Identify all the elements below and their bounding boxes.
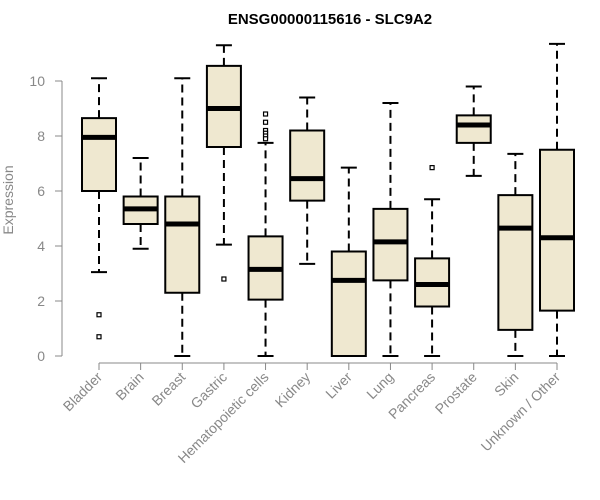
box-iqr xyxy=(455,114,492,144)
y-tick-label: 0 xyxy=(37,348,45,364)
box-series xyxy=(81,42,575,357)
category-label: Breast xyxy=(148,369,188,409)
box-group xyxy=(455,85,492,177)
category-label: Kidney xyxy=(272,369,314,411)
y-axis-label: Expression xyxy=(0,165,16,234)
outlier-point xyxy=(262,136,269,142)
outlier-point xyxy=(262,111,269,117)
y-tick-label: 8 xyxy=(37,128,45,144)
box-iqr xyxy=(539,148,575,312)
outlier-point xyxy=(96,334,102,340)
outlier-point xyxy=(262,119,269,125)
y-tick-label: 10 xyxy=(29,73,45,89)
box-iqr xyxy=(289,129,326,202)
box-group xyxy=(122,157,159,250)
outlier-point xyxy=(221,276,227,282)
outlier-point xyxy=(429,165,435,171)
category-label: Liver xyxy=(322,369,355,402)
box-group xyxy=(539,42,575,357)
box-iqr xyxy=(330,250,367,357)
category-label: Bladder xyxy=(60,369,106,415)
y-axis: 0 2 4 6 8 10 xyxy=(29,73,63,364)
box-group xyxy=(497,152,534,357)
y-tick-label: 6 xyxy=(37,183,45,199)
box-iqr xyxy=(81,117,117,192)
chart-title: ENSG00000115616 - SLC9A2 xyxy=(228,11,432,28)
outlier-point xyxy=(96,312,102,318)
category-label: Skin xyxy=(491,369,522,400)
box-group xyxy=(247,111,284,357)
box-group xyxy=(372,102,409,357)
box-group xyxy=(164,77,201,357)
category-label: Lung xyxy=(363,369,396,402)
box-iqr xyxy=(497,194,534,331)
category-label: Prostate xyxy=(432,369,480,417)
box-group xyxy=(330,166,367,357)
box-group xyxy=(289,96,326,265)
box-iqr xyxy=(164,195,201,294)
box-group xyxy=(414,165,451,357)
y-tick-label: 4 xyxy=(37,238,45,254)
box-group xyxy=(81,77,117,340)
category-label: Unknown / Other xyxy=(478,369,564,455)
y-tick-label: 2 xyxy=(37,293,45,309)
category-label: Brain xyxy=(112,369,146,403)
box-iqr xyxy=(372,207,409,282)
x-axis xyxy=(98,362,558,370)
box-group xyxy=(205,44,242,282)
